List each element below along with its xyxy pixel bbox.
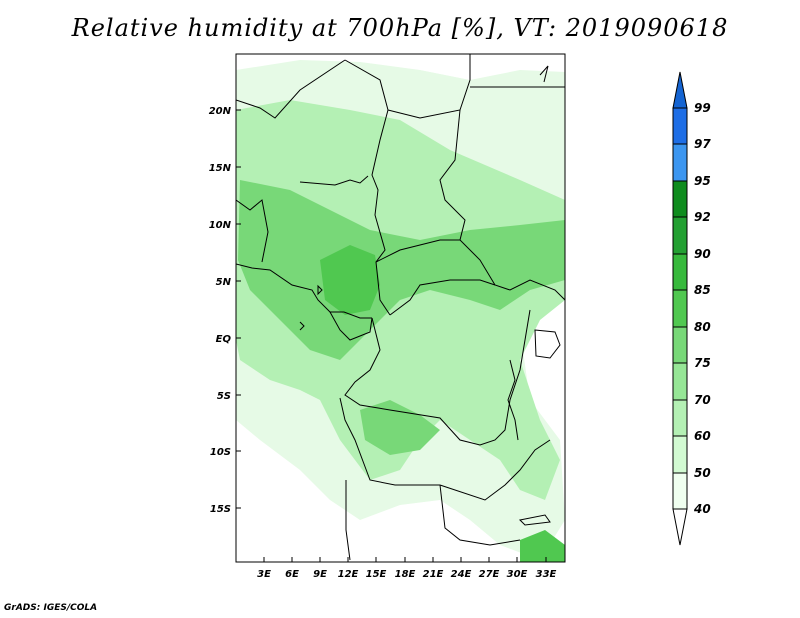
humidity-patch-southeast [520, 530, 565, 562]
coastlines [299, 65, 561, 526]
lon-tick: 9E [313, 557, 327, 580]
colorbar-label: 60 [694, 429, 711, 443]
colorbar-swatch [672, 289, 688, 328]
colorbar-swatch [672, 435, 688, 474]
colorbar-swatch [672, 399, 688, 437]
lon-tick: 33E [536, 557, 557, 580]
lat-tick: 5N [216, 277, 241, 288]
country-borders [236, 54, 565, 561]
lon-tick: 6E [285, 557, 299, 580]
map-frame [235, 53, 566, 563]
lon-tick: 21E [423, 557, 444, 580]
colorbar-label: 75 [694, 356, 711, 370]
colorbar-label: 95 [694, 174, 711, 188]
lat-tick-label: 10S [210, 447, 231, 458]
colorbar-label: 97 [694, 137, 711, 151]
lon-tick-label: 18E [395, 569, 416, 580]
lat-tick-label: 10N [209, 220, 232, 231]
lat-tick: 5S [217, 391, 241, 402]
lon-axis: 3E 6E 9E 12E 15E 18E 21E 24E [257, 557, 557, 580]
humidity-band-85 [320, 245, 380, 315]
colorbar-swatch [672, 253, 688, 291]
lat-tick-label: 15S [210, 504, 231, 515]
colorbar-label: 99 [694, 101, 711, 115]
lon-tick-label: 15E [366, 569, 387, 580]
lon-tick-label: 3E [257, 569, 271, 580]
footer-credit: GrADS: IGES/COLA [4, 603, 98, 613]
colorbar-label: 80 [694, 320, 711, 334]
humidity-band-75 [238, 180, 565, 360]
lat-tick-label: 20N [209, 106, 232, 117]
lat-tick: EQ [216, 334, 241, 345]
humidity-band-60 [236, 100, 565, 500]
lon-tick: 30E [507, 557, 528, 580]
colorbar-swatch [672, 216, 688, 255]
humidity-field [236, 54, 565, 562]
lon-tick: 18E [395, 557, 416, 580]
lat-tick-label: EQ [216, 334, 232, 345]
lon-tick-label: 21E [423, 569, 444, 580]
lat-tick-label: 5S [217, 391, 231, 402]
lat-tick: 15S [210, 504, 241, 515]
lat-tick: 10S [210, 447, 241, 458]
lon-tick: 15E [366, 557, 387, 580]
lon-tick-label: 6E [285, 569, 299, 580]
lat-tick: 20N [209, 106, 241, 117]
lon-tick: 12E [338, 557, 359, 580]
lon-tick-label: 12E [338, 569, 359, 580]
colorbar-swatch [672, 180, 688, 218]
humidity-patch-south [360, 400, 440, 455]
lon-tick-label: 27E [479, 569, 500, 580]
colorbar-swatch [672, 143, 688, 182]
colorbar-swatch [672, 472, 688, 510]
lon-tick-label: 30E [507, 569, 528, 580]
lat-tick: 15N [209, 163, 241, 174]
colorbar-label: 92 [694, 210, 711, 224]
lon-tick-label: 24E [451, 569, 472, 580]
lon-tick-label: 9E [313, 569, 327, 580]
lat-tick: 10N [209, 220, 241, 231]
colorbar-label: 70 [694, 393, 711, 407]
colorbar-bottom-arrow [672, 508, 688, 546]
lat-tick-label: 5N [216, 277, 232, 288]
lon-tick: 3E [257, 557, 271, 580]
lat-axis: 20N 15N 10N 5N EQ 5S 10S 15S [209, 106, 241, 515]
chart-title: Relative humidity at 700hPa [%], VT: 201… [71, 14, 729, 42]
colorbar-label: 40 [693, 502, 711, 516]
lat-tick-label: 15N [209, 163, 232, 174]
colorbar-swatch [672, 326, 688, 364]
colorbar-label: 90 [694, 247, 711, 261]
colorbar-swatch [672, 362, 688, 401]
colorbar-top-arrow [672, 71, 688, 109]
lon-tick-label: 33E [536, 569, 557, 580]
colorbar-swatch [672, 107, 688, 145]
lon-tick: 24E [451, 557, 472, 580]
colorbar: 99 97 95 92 90 85 80 75 70 60 50 40 [672, 71, 711, 546]
colorbar-label: 85 [694, 283, 711, 297]
colorbar-label: 50 [694, 466, 711, 480]
lon-tick: 27E [479, 557, 500, 580]
